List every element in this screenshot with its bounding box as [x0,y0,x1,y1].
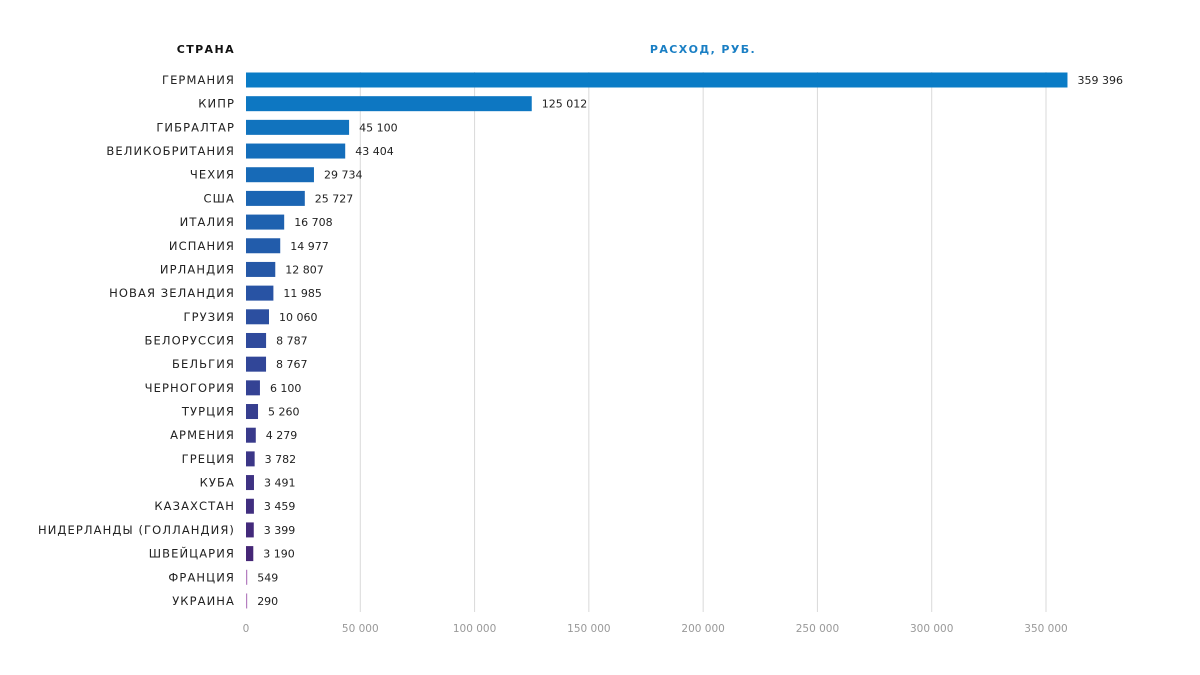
category-label: ИСПАНИЯ [169,239,235,253]
category-label: АРМЕНИЯ [170,428,235,442]
bar [246,356,267,372]
category-label: ИТАЛИЯ [180,215,235,229]
data-label: 3 491 [264,477,296,490]
category-label: ШВЕЙЦАРИЯ [149,546,235,561]
data-label: 3 399 [264,524,296,537]
data-label: 43 404 [355,145,394,158]
x-tick-label: 200 000 [681,623,724,635]
category-label: КАЗАХСТАН [154,499,235,513]
bar [246,309,269,325]
x-tick-label: 0 [243,623,250,635]
data-label: 45 100 [359,121,398,134]
bar [246,96,532,112]
category-label: БЕЛОРУССИЯ [145,333,235,347]
bar [246,593,248,609]
data-label: 549 [257,571,278,584]
category-label: ФРАНЦИЯ [168,570,235,584]
data-label: 16 708 [294,216,333,229]
x-axis-ticks: 0 50 000 100 000 150 000 200 000 250 000 300 0… [243,623,1068,635]
data-label: 12 807 [285,263,324,276]
data-label: 11 985 [283,287,322,300]
bar [246,72,1068,88]
bar [246,569,248,585]
bar [246,190,305,206]
data-label: 8 767 [276,358,308,371]
x-tick-label: 50 000 [342,623,379,635]
bar [246,498,254,514]
data-label: 125 012 [542,98,588,111]
category-label: ЧЕХИЯ [190,168,235,182]
x-tick-label: 350 000 [1024,623,1067,635]
data-label: 3 782 [265,453,297,466]
category-label: США [204,191,236,205]
bars: ГЕРМАНИЯ 359 396 КИПР 125 012 ГИБРАЛТАР 45 10… [38,72,1123,609]
category-label: ИРЛАНДИЯ [160,262,235,276]
bar [246,285,274,301]
category-label: КУБА [200,476,235,490]
category-label: НОВАЯ ЗЕЛАНДИЯ [109,286,235,300]
category-label: ГРЕЦИЯ [182,452,235,466]
data-label: 5 260 [268,406,300,419]
category-label: ГИБРАЛТАР [156,120,235,134]
category-label: КИПР [198,97,235,111]
bar [246,143,346,159]
grid-lines [359,72,1047,612]
x-tick-label: 300 000 [910,623,953,635]
category-label: ГЕРМАНИЯ [162,73,235,87]
data-label: 290 [257,595,278,608]
x-tick-label: 100 000 [453,623,496,635]
data-label: 14 977 [290,240,329,253]
bar [246,332,267,348]
category-label: ЧЕРНОГОРИЯ [145,381,235,395]
category-label: НИДЕРЛАНДЫ (ГОЛЛАНДИЯ) [38,523,235,537]
category-label: БЕЛЬГИЯ [172,357,235,371]
data-label: 29 734 [324,169,363,182]
bar [246,404,259,420]
bar [246,261,276,277]
x-tick-label: 250 000 [796,623,839,635]
data-label: 3 190 [263,548,295,561]
value-header: РАСХОД, РУБ. [650,43,756,56]
category-label: УКРАИНА [172,594,235,608]
bar [246,427,256,443]
bar [246,119,350,135]
category-label: ГРУЗИЯ [183,310,235,324]
data-label: 25 727 [315,192,354,205]
bar [246,380,260,396]
bar [246,238,281,254]
bar [246,475,254,491]
data-label: 6 100 [270,382,302,395]
data-label: 4 279 [266,429,298,442]
bar [246,214,285,230]
data-label: 359 396 [1077,74,1123,87]
data-label: 8 787 [276,334,308,347]
bar [246,546,254,562]
bar [246,451,255,467]
category-label: ВЕЛИКОБРИТАНИЯ [106,144,235,158]
bar [246,522,254,538]
x-tick-label: 150 000 [567,623,610,635]
bar [246,167,314,183]
data-label: 3 459 [264,500,296,513]
data-label: 10 060 [279,311,318,324]
category-label: ТУРЦИЯ [181,405,235,419]
category-header: СТРАНА [177,43,235,56]
